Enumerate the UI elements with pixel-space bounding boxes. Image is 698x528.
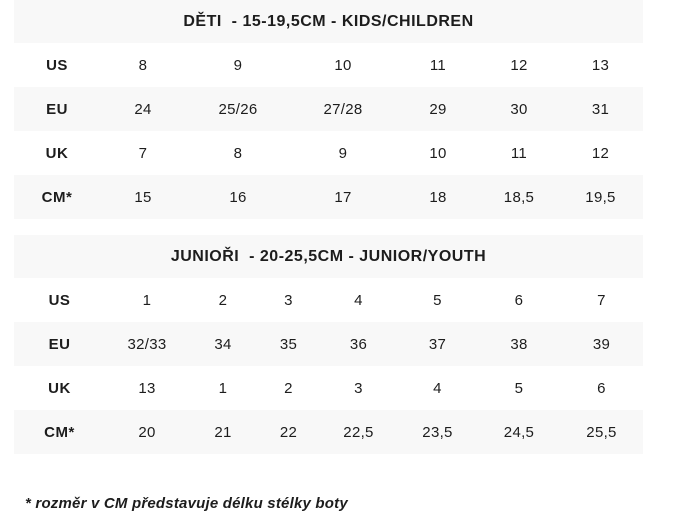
size-cell: 3 [284, 291, 293, 309]
size-table-junior: US 1 2 3 4 5 6 7 EU 32/33 34 35 36 37 38… [14, 278, 643, 454]
table-row-uk: UK 7 8 9 10 11 12 [14, 131, 643, 175]
size-cell: 13 [138, 379, 156, 397]
size-table-kids: US 8 9 10 11 12 13 EU 24 25/26 27/28 29 … [14, 43, 643, 219]
table-row-us: US 8 9 10 11 12 13 [14, 43, 643, 87]
size-cell: 34 [214, 335, 232, 353]
section-title-kids: DĚTI - 15-19,5CM - KIDS/CHILDREN [14, 0, 643, 43]
size-cell: 2 [218, 291, 228, 309]
size-cell: 5 [514, 379, 524, 397]
table-row-us: US 1 2 3 4 5 6 7 [14, 278, 643, 322]
size-cell: 6 [597, 379, 606, 397]
size-cell: 18,5 [503, 188, 535, 206]
size-cell: 29 [429, 100, 447, 118]
size-cell: 1 [218, 379, 228, 397]
size-cell: 30 [510, 100, 528, 118]
size-cell: 8 [233, 144, 243, 162]
size-cell: 21 [214, 423, 232, 441]
size-cell: 6 [514, 291, 524, 309]
size-cell: 13 [591, 56, 610, 74]
size-cell: 16 [229, 188, 247, 206]
size-cell: 37 [428, 335, 447, 353]
size-cell: 11 [429, 56, 447, 74]
size-cell: 31 [591, 100, 610, 118]
size-cell: 23,5 [422, 423, 453, 441]
size-section-junior: JUNIOŘI - 20-25,5CM - JUNIOR/YOUTH US 1 … [14, 235, 643, 454]
size-cell: 35 [279, 335, 298, 353]
row-label-uk: UK [45, 144, 69, 162]
size-cell: 4 [354, 291, 363, 309]
shoe-size-chart: DĚTI - 15-19,5CM - KIDS/CHILDREN US 8 9 … [14, 0, 643, 512]
size-cell: 24 [134, 100, 152, 118]
size-cell: 22 [279, 423, 298, 441]
size-cell: 2 [284, 379, 293, 397]
size-cell: 15 [134, 188, 152, 206]
size-cell: 7 [597, 291, 606, 309]
size-section-kids: DĚTI - 15-19,5CM - KIDS/CHILDREN US 8 9 … [14, 0, 643, 219]
size-cell: 4 [433, 379, 442, 397]
row-label-uk: UK [48, 379, 71, 397]
row-label-us: US [48, 291, 71, 309]
size-cell: 12 [510, 56, 528, 74]
table-row-cm: CM* 15 16 17 18 18,5 19,5 [14, 175, 643, 219]
size-cell: 39 [592, 335, 611, 353]
size-cell: 32/33 [127, 335, 167, 353]
size-cell: 25,5 [586, 423, 617, 441]
row-label-eu: EU [48, 335, 71, 353]
size-cell: 8 [138, 56, 148, 74]
size-cell: 12 [591, 144, 610, 162]
table-row-uk: UK 13 1 2 3 4 5 6 [14, 366, 643, 410]
size-cell: 3 [354, 379, 363, 397]
row-label-eu: EU [46, 100, 68, 118]
size-cell: 20 [138, 423, 156, 441]
footnote-insole-length: * rozměr v CM představuje délku stélky b… [25, 495, 348, 512]
size-cell: 24,5 [503, 423, 535, 441]
size-cell: 10 [334, 56, 352, 74]
table-row-eu: EU 32/33 34 35 36 37 38 39 [14, 322, 643, 366]
size-cell: 11 [510, 144, 528, 162]
size-cell: 9 [233, 56, 243, 74]
row-label-us: US [46, 56, 68, 74]
size-cell: 22,5 [343, 423, 374, 441]
size-cell: 38 [510, 335, 528, 353]
size-cell: 36 [349, 335, 368, 353]
size-cell: 10 [429, 144, 447, 162]
size-cell: 25/26 [218, 100, 258, 118]
size-cell: 27/28 [323, 100, 363, 118]
size-cell: 19,5 [585, 188, 616, 206]
size-cell: 1 [142, 291, 152, 309]
row-label-cm: CM* [44, 423, 75, 441]
row-label-cm: CM* [41, 188, 73, 206]
table-row-cm: CM* 20 21 22 22,5 23,5 24,5 25,5 [14, 410, 643, 454]
size-cell: 7 [138, 144, 148, 162]
size-cell: 5 [433, 291, 442, 309]
size-cell: 18 [429, 188, 447, 206]
section-title-junior: JUNIOŘI - 20-25,5CM - JUNIOR/YOUTH [14, 235, 643, 278]
size-cell: 17 [334, 188, 352, 206]
size-cell: 9 [338, 144, 348, 162]
table-row-eu: EU 24 25/26 27/28 29 30 31 [14, 87, 643, 131]
